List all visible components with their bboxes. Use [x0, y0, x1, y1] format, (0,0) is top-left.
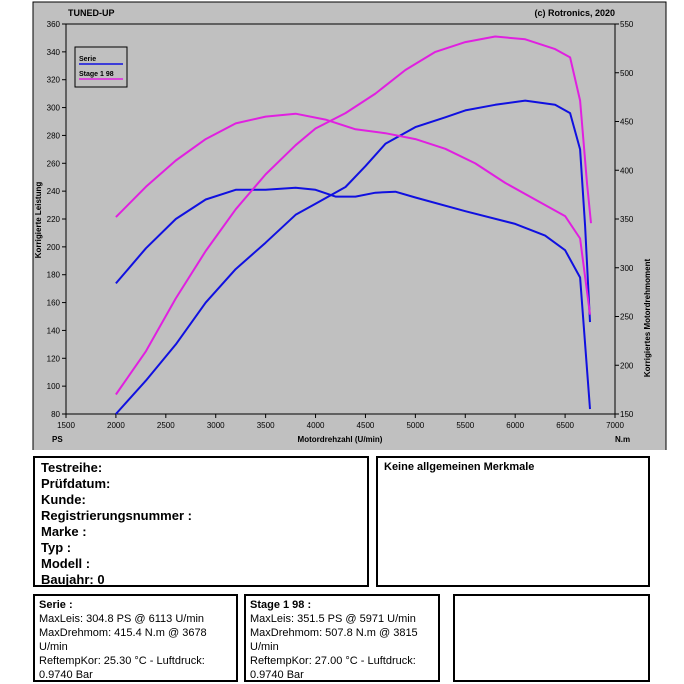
- vehicle-info-line: Baujahr: 0: [41, 572, 105, 587]
- vehicle-info-line: Modell :: [41, 556, 91, 571]
- summary-title-stage: Stage 1 98 :: [250, 599, 312, 611]
- legend-box: [74, 46, 128, 88]
- y-tick-label: 360: [47, 20, 61, 29]
- x-tick-label: 7000: [606, 421, 624, 430]
- summary-box-stage: Stage 1 98 : MaxLeis: 351.5 PS @ 5971 U/…: [244, 594, 440, 682]
- y2-tick-label: 250: [620, 313, 634, 322]
- remarks-text: Keine allgemeinen Merkmale: [384, 461, 535, 473]
- y2-tick-label: 400: [620, 166, 634, 175]
- y2-axis-label: Korrigiertes Motordrehmoment: [643, 259, 652, 378]
- y-tick-label: 260: [47, 159, 61, 168]
- x-tick-label: 3000: [207, 421, 225, 430]
- y-tick-label: 340: [47, 48, 61, 57]
- vehicle-info-line: Marke :: [41, 524, 87, 539]
- summary-max-power-serie: MaxLeis: 304.8 PS @ 6113 U/min: [39, 613, 205, 625]
- legend-label-serie: Serie: [79, 56, 96, 63]
- torque-line-serie: [115, 186, 591, 410]
- x-tick-label: 6000: [506, 421, 524, 430]
- vehicle-info-line: Registrierungsnummer :: [41, 508, 192, 523]
- summary-title-serie: Serie :: [39, 599, 73, 611]
- x-tick-label: 4000: [307, 421, 325, 430]
- power-line-serie: [115, 99, 591, 415]
- x-axis-label: Motordrehzahl (U/min): [298, 435, 383, 444]
- y-axis-label: Korrigierte Leistung: [34, 182, 43, 259]
- vehicle-info-lines: Testreihe: Prüfdatum: Kunde: Registrierungs…: [41, 460, 361, 588]
- y-tick-label: 100: [47, 382, 61, 391]
- x-unit-right: N.m: [615, 435, 630, 444]
- legend-label-stage: Stage 1 98: [79, 71, 114, 78]
- summary-conditions-stage: ReftempKor: 27.00 °C - Luftdruck: 0.9740…: [250, 655, 416, 681]
- y-tick-label: 200: [47, 243, 61, 252]
- y2-tick-label: 300: [620, 264, 634, 273]
- dyno-chart: TUNED-UP (c) Rotronics, 2020 1500 2000 250…: [32, 1, 667, 450]
- vehicle-info-line: Prüfdatum:: [41, 476, 111, 491]
- y2-tick-label: 350: [620, 215, 634, 224]
- vehicle-info-line: Kunde:: [41, 492, 86, 507]
- y-tick-label: 160: [47, 299, 61, 308]
- y-tick-label: 320: [47, 76, 61, 85]
- x-tick-label: 2500: [157, 421, 175, 430]
- y-tick-label: 220: [47, 215, 61, 224]
- vehicle-info-line: Typ :: [41, 540, 72, 555]
- summary-max-power-stage: MaxLeis: 351.5 PS @ 5971 U/min: [250, 613, 416, 625]
- y2-tick-label: 150: [620, 410, 634, 419]
- torque-line-stage: [115, 112, 591, 315]
- x-tick-label: 6500: [556, 421, 574, 430]
- legend: Serie Stage 1 98: [74, 46, 128, 88]
- y-tick-label: 120: [47, 354, 61, 363]
- summary-max-torque-serie: MaxDrehmom: 415.4 N.m @ 3678 U/min: [39, 627, 207, 653]
- y-tick-label: 280: [47, 131, 61, 140]
- chart-title-left: TUNED-UP: [68, 8, 115, 18]
- y2-tick-label: 200: [620, 361, 634, 370]
- summary-conditions-serie: ReftempKor: 25.30 °C - Luftdruck: 0.9740…: [39, 655, 205, 681]
- x-tick-label: 1500: [57, 421, 75, 430]
- summary-max-torque-stage: MaxDrehmom: 507.8 N.m @ 3815 U/min: [250, 627, 418, 653]
- x-tick-label: 5500: [456, 421, 474, 430]
- power-line-stage: [115, 35, 592, 396]
- y-tick-label: 300: [47, 104, 61, 113]
- x-tick-label: 3500: [257, 421, 275, 430]
- x-unit-left: PS: [52, 435, 63, 444]
- y2-tick-label: 500: [620, 69, 634, 78]
- vehicle-info-box: Testreihe: Prüfdatum: Kunde: Registrierungs…: [33, 456, 369, 587]
- remarks-box: Keine allgemeinen Merkmale: [376, 456, 650, 587]
- chart-title-right: (c) Rotronics, 2020: [534, 8, 615, 18]
- summary-box-serie: Serie : MaxLeis: 304.8 PS @ 6113 U/min M…: [33, 594, 238, 682]
- vehicle-info-line: Testreihe:: [41, 460, 103, 475]
- summary-box-empty: [453, 594, 650, 682]
- y2-tick-label: 550: [620, 20, 634, 29]
- x-tick-label: 5000: [406, 421, 424, 430]
- y-tick-label: 140: [47, 326, 61, 335]
- y-tick-label: 80: [51, 410, 60, 419]
- x-tick-label: 2000: [107, 421, 125, 430]
- y-tick-label: 180: [47, 271, 61, 280]
- plot-area: [65, 23, 616, 415]
- y-tick-label: 240: [47, 187, 61, 196]
- y2-tick-label: 450: [620, 118, 634, 127]
- x-tick-label: 4500: [357, 421, 375, 430]
